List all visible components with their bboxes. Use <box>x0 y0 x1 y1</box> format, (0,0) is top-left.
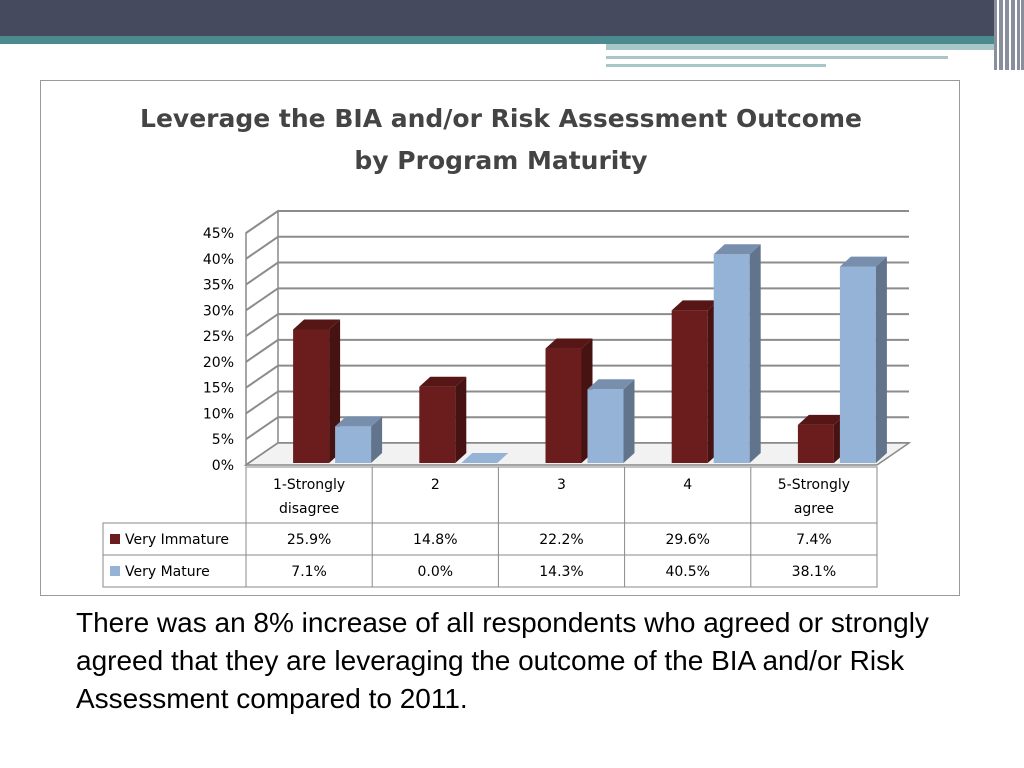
x-category-label: agree <box>794 501 834 517</box>
data-label: 40.5% <box>665 564 709 580</box>
accent-line <box>606 56 948 59</box>
y-tick-label: 25% <box>203 329 234 345</box>
chart-title-line1: Leverage the BIA and/or Risk Assessment … <box>140 104 862 133</box>
bar-top <box>713 244 761 255</box>
slide-caption: There was an 8% increase of all responde… <box>76 607 929 714</box>
table-row <box>102 554 878 588</box>
chart-frame: Leverage the BIA and/or Risk Assessment … <box>40 80 960 596</box>
bar-top <box>293 319 341 330</box>
bar-very-immature <box>293 329 330 463</box>
bar-chart: Leverage the BIA and/or Risk Assessment … <box>102 104 912 588</box>
bar-very-mature <box>587 389 624 463</box>
y-tick-label: 10% <box>203 406 234 422</box>
y-tick-label: 30% <box>203 303 234 319</box>
bar-top <box>671 300 719 311</box>
bar-very-mature <box>839 266 876 463</box>
y-tick-label: 0% <box>212 458 234 474</box>
bar-side <box>371 416 383 463</box>
bar-very-immature <box>797 424 834 463</box>
legend-swatch <box>110 534 120 544</box>
data-label: 7.1% <box>291 564 327 580</box>
data-label: 14.8% <box>413 532 457 548</box>
data-label: 29.6% <box>665 532 709 548</box>
x-category-label: 3 <box>557 477 566 493</box>
chart-title-line2: by Program Maturity <box>354 146 647 175</box>
y-tick-label: 5% <box>212 432 234 448</box>
accent-line-short <box>606 64 826 67</box>
bar-top <box>335 416 383 427</box>
bar-top <box>545 338 593 349</box>
bar-very-immature <box>671 310 708 463</box>
gridline <box>245 210 909 234</box>
x-category-label: 2 <box>431 477 440 493</box>
bar-top <box>797 414 845 425</box>
x-category-label: 5-Strongly <box>778 477 850 493</box>
y-tick-label: 15% <box>203 381 234 397</box>
x-category-label: disagree <box>279 501 339 517</box>
bar-side <box>749 244 761 463</box>
data-label: 7.4% <box>796 532 832 548</box>
header-accent-gap <box>0 44 606 50</box>
y-tick-label: 45% <box>203 226 234 242</box>
data-label: 14.3% <box>539 564 583 580</box>
bar-top <box>839 256 887 267</box>
y-tick-label: 35% <box>203 278 234 294</box>
gridline <box>245 235 909 260</box>
bar-side <box>623 379 635 463</box>
x-category-label: 1-Strongly <box>273 477 345 493</box>
bar-very-immature <box>545 348 582 463</box>
bar-side <box>875 256 887 463</box>
gridline <box>245 287 909 312</box>
y-tick-label: 40% <box>203 252 234 268</box>
data-label: 0.0% <box>418 564 454 580</box>
bar-very-mature <box>335 426 372 463</box>
data-label: 22.2% <box>539 532 583 548</box>
y-tick-label: 20% <box>203 355 234 371</box>
data-label: 38.1% <box>792 564 836 580</box>
header-bar <box>0 0 1024 36</box>
bar-very-mature <box>461 453 509 463</box>
chart-side-wall <box>245 209 279 467</box>
gridline <box>245 313 909 337</box>
corner-stripes <box>994 0 1024 70</box>
legend-label: Very Mature <box>125 564 210 580</box>
legend-swatch <box>110 566 120 576</box>
x-category-label: 4 <box>683 477 692 493</box>
legend-label: Very Immature <box>125 532 229 548</box>
header-accent-bar <box>0 36 1024 44</box>
bar-side <box>455 376 467 463</box>
bar-very-immature <box>419 386 456 463</box>
gridline <box>245 261 909 286</box>
data-label: 25.9% <box>287 532 331 548</box>
bar-top <box>587 379 635 390</box>
bar-top <box>419 376 467 387</box>
bar-very-mature <box>713 254 750 463</box>
table-header-box <box>245 466 878 524</box>
